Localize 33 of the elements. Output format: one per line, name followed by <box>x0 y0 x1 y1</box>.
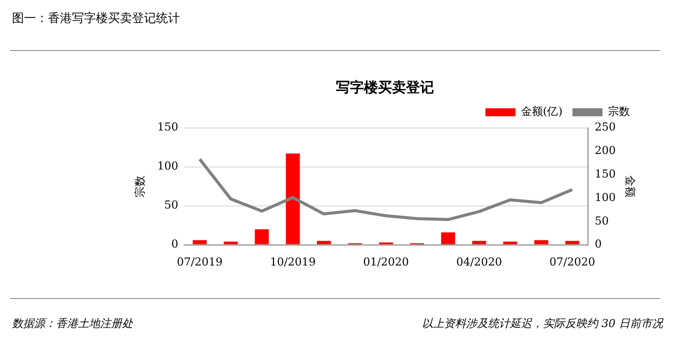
chart-title: 写字楼买卖登记 <box>336 79 434 96</box>
y-tick-label: 150 <box>157 120 178 134</box>
x-tick-label: 07/2020 <box>549 255 596 268</box>
y-tick-label: 50 <box>164 198 178 212</box>
y-tick-label: 100 <box>157 160 178 173</box>
y2-tick-label: 250 <box>594 120 616 134</box>
y-tick-label: 0 <box>171 238 178 251</box>
text: 以上资料涉及统计延迟，实际反映约 30 日前市况 <box>422 316 663 331</box>
text: 图一：香港写字楼买卖登记统计 <box>12 10 180 27</box>
y2-tick-label: 100 <box>594 190 616 204</box>
y2-tick-label: 0 <box>594 238 602 251</box>
bar <box>254 229 269 244</box>
bar <box>316 240 331 244</box>
bar <box>441 232 456 244</box>
y2-axis-title: 金额 <box>624 175 637 198</box>
bar <box>565 240 580 244</box>
bar <box>534 240 548 244</box>
text: 数据源：香港土地注册处 <box>12 316 133 331</box>
x-tick-label: 04/2020 <box>456 255 502 268</box>
bar <box>503 242 518 244</box>
y2-tick-label: 200 <box>594 144 616 158</box>
bar <box>224 242 238 244</box>
bar <box>286 154 300 244</box>
y2-tick-label: 50 <box>594 214 609 228</box>
x-tick-label: 01/2020 <box>363 255 409 268</box>
y2-tick-label: 150 <box>594 167 616 180</box>
bar <box>192 240 207 244</box>
bar <box>472 240 486 244</box>
legend-label: 宗数 <box>608 105 630 118</box>
x-tick-label: 07/2019 <box>176 255 223 268</box>
y-axis-title: 宗数 <box>133 175 146 198</box>
legend-label: 金额(亿) <box>520 105 563 118</box>
x-tick-label: 10/2019 <box>270 255 316 268</box>
